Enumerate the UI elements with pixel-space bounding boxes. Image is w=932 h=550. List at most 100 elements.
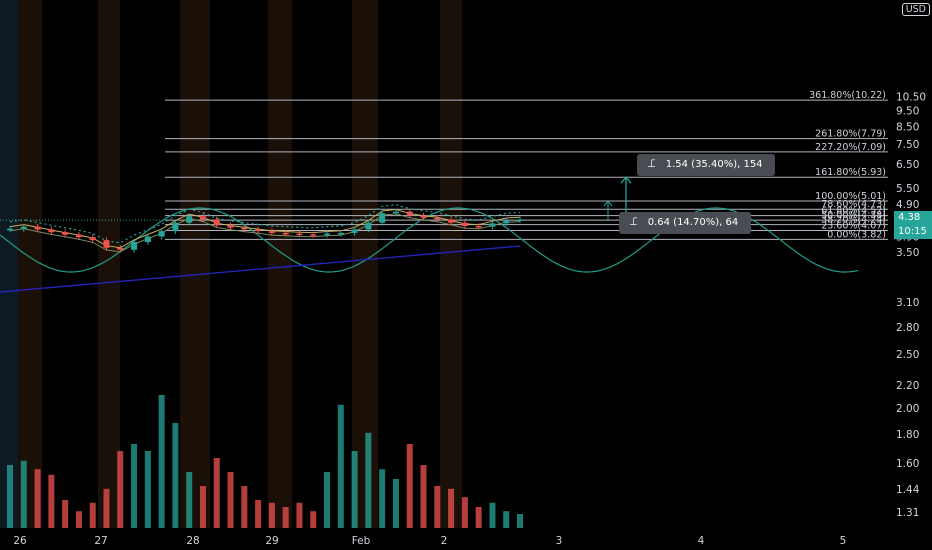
- volume-bars: [7, 395, 523, 528]
- volume-bar: [48, 474, 55, 528]
- volume-bar: [406, 444, 413, 528]
- measure-icon: ⊥̄: [647, 159, 656, 170]
- time-tick-label: Feb: [352, 535, 371, 547]
- volume-bar: [365, 432, 372, 528]
- volume-bar: [227, 472, 234, 528]
- time-axis[interactable]: 26 27 28 29 Feb 2 3 4 5: [13, 535, 846, 547]
- volume-bar: [7, 465, 13, 528]
- session-band: [180, 0, 210, 528]
- measure-tooltip-lower: ⊥̄ 0.64 (14.70%), 64: [619, 212, 751, 234]
- currency-badge[interactable]: USD: [901, 3, 930, 16]
- candle-body: [420, 215, 427, 218]
- candle-body: [186, 216, 193, 223]
- fib-label: 78.60%(4.73): [821, 199, 886, 210]
- price-tick-label: 1.31: [896, 507, 919, 519]
- candle-body: [20, 226, 27, 229]
- price-tick-label: 1.80: [896, 429, 919, 441]
- candle-body: [7, 228, 13, 231]
- candle-body: [89, 237, 96, 241]
- volume-bar: [144, 451, 151, 528]
- measure-lower-text: 0.64 (14.70%), 64: [647, 217, 739, 228]
- session-band: [98, 0, 120, 528]
- time-tick-label: 4: [698, 535, 705, 547]
- volume-bar: [448, 488, 455, 528]
- volume-bar: [503, 511, 510, 528]
- volume-bar: [296, 502, 303, 528]
- measure-upper-text: 1.54 (35.40%), 154: [665, 159, 763, 170]
- price-tick-label: 4.90: [896, 199, 919, 211]
- sine-wave-drawing[interactable]: [0, 207, 859, 273]
- candle-body: [503, 220, 510, 224]
- candle-body: [199, 216, 206, 220]
- time-tick-label: 29: [265, 535, 278, 547]
- volume-bar: [34, 469, 41, 528]
- price-tick-label: 1.44: [896, 484, 920, 496]
- volume-bar: [337, 404, 344, 528]
- time-tick-label: 2: [441, 535, 448, 547]
- price-tick-label: 9.50: [896, 106, 919, 118]
- candle-body: [365, 222, 372, 230]
- candle-body: [34, 226, 41, 230]
- measure-tooltip-upper: ⊥̄ 1.54 (35.40%), 154: [637, 154, 775, 176]
- volume-bar: [103, 488, 110, 528]
- fib-label: 23.60%(4.07): [821, 220, 886, 231]
- volume-bar: [434, 486, 441, 528]
- time-tick-label: 26: [13, 535, 27, 547]
- volume-bar: [172, 423, 179, 528]
- trend-line-segment: [0, 245, 521, 293]
- candle-body: [213, 219, 220, 226]
- volume-bar: [89, 502, 96, 528]
- candle-body: [255, 229, 262, 232]
- session-band: [352, 0, 378, 528]
- session-band: [0, 0, 18, 528]
- fib-label: 38.20%(4.24): [821, 215, 886, 226]
- price-tick-label: 2.50: [896, 349, 919, 361]
- candle-body: [434, 217, 441, 220]
- volume-bar: [461, 497, 468, 528]
- time-tick-label: 5: [840, 535, 847, 547]
- volume-bar: [268, 502, 275, 528]
- candle-body: [75, 234, 82, 238]
- time-tick-label: 3: [556, 535, 563, 547]
- candle-body: [324, 233, 331, 236]
- candle-body: [62, 232, 69, 235]
- volume-bar: [517, 514, 523, 528]
- volume-bar: [420, 465, 427, 528]
- candle-body: [406, 211, 413, 216]
- candle-body: [337, 232, 344, 235]
- arrow-head: [620, 176, 632, 184]
- candle-body: [158, 231, 165, 237]
- candle-body: [489, 223, 496, 227]
- price-tick-label: 2.00: [896, 403, 919, 415]
- volume-bar: [213, 458, 220, 528]
- volume-bar: [117, 451, 124, 528]
- fib-label: 261.80%(7.79): [815, 129, 886, 140]
- time-tick-label: 28: [186, 535, 199, 547]
- price-tick-label: 2.80: [896, 322, 919, 334]
- volume-bar: [310, 511, 317, 528]
- measure-icon: ⊥̄: [629, 217, 638, 228]
- candle-body: [392, 211, 399, 214]
- candle-body: [131, 242, 138, 250]
- price-axis[interactable]: 10.509.508.507.506.505.504.903.903.503.1…: [896, 91, 926, 519]
- volume-bar: [62, 500, 69, 528]
- sine-wave: [0, 207, 859, 273]
- volume-bar: [199, 486, 206, 528]
- fib-label: 227.20%(7.09): [815, 142, 886, 153]
- candle-body: [475, 226, 482, 228]
- trend-line[interactable]: [0, 245, 521, 293]
- fib-label: 50.00%(4.38): [821, 210, 886, 221]
- fib-label: 61.80%(4.52): [821, 206, 886, 217]
- candle-body: [310, 234, 317, 236]
- price-tick-label: 8.50: [896, 121, 919, 133]
- volume-bar: [186, 472, 193, 528]
- volume-bar: [20, 460, 27, 528]
- session-band: [440, 0, 462, 528]
- time-tick-label: 27: [94, 535, 107, 547]
- price-tick-label: 7.50: [896, 139, 919, 151]
- candle-body: [351, 229, 358, 233]
- volume-bar: [489, 502, 496, 528]
- candle-body: [461, 222, 468, 227]
- fib-label: 361.80%(10.22): [809, 90, 886, 101]
